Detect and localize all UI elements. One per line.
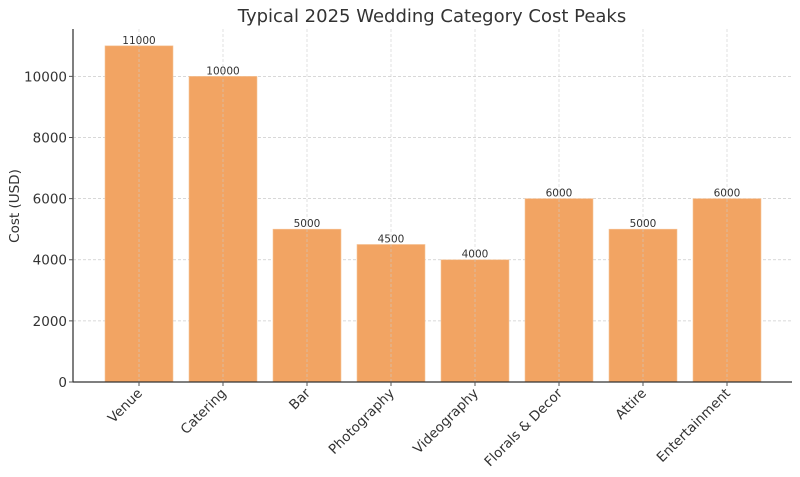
bar-value-labels: 11000 10000 5000 4500 4000 6000 5000 6000: [122, 35, 740, 261]
y-tick-label: 10000: [24, 69, 67, 85]
bar-value-label: 11000: [122, 35, 155, 47]
chart-title: Typical 2025 Wedding Category Cost Peaks: [237, 6, 626, 27]
y-tick-label: 8000: [33, 130, 67, 146]
x-tick-label: Bar: [286, 385, 314, 413]
y-tick-label: 4000: [33, 253, 67, 269]
x-axis-ticks: Venue Catering Bar Photography Videography Fl…: [105, 382, 734, 470]
bar-value-label: 10000: [206, 65, 239, 77]
y-tick-label: 2000: [33, 314, 67, 330]
x-tick-label: Florals & Decor: [481, 385, 566, 470]
bar-value-label: 4000: [462, 249, 489, 261]
x-tick-label: Photography: [326, 386, 398, 458]
bar-value-label: 5000: [630, 218, 657, 230]
bars: [104, 45, 762, 383]
x-tick-label: Entertainment: [654, 386, 734, 466]
x-tick-label: Attire: [612, 386, 649, 423]
bar-value-label: 5000: [294, 218, 321, 230]
x-tick-label: Venue: [105, 386, 146, 427]
y-tick-label: 0: [58, 375, 67, 391]
x-tick-label: Videography: [410, 386, 482, 458]
y-axis-ticks: 0 2000 4000 6000 8000 10000: [24, 69, 73, 391]
vertical-gridlines: [138, 29, 728, 382]
bar-value-label: 6000: [546, 188, 573, 200]
axes: [72, 29, 792, 383]
y-tick-label: 6000: [33, 192, 67, 208]
x-tick-label: Catering: [178, 386, 230, 438]
bar-value-label: 4500: [378, 233, 405, 245]
bar-value-label: 6000: [714, 188, 741, 200]
gridlines: [73, 75, 792, 322]
y-axis-label: Cost (USD): [7, 169, 23, 243]
